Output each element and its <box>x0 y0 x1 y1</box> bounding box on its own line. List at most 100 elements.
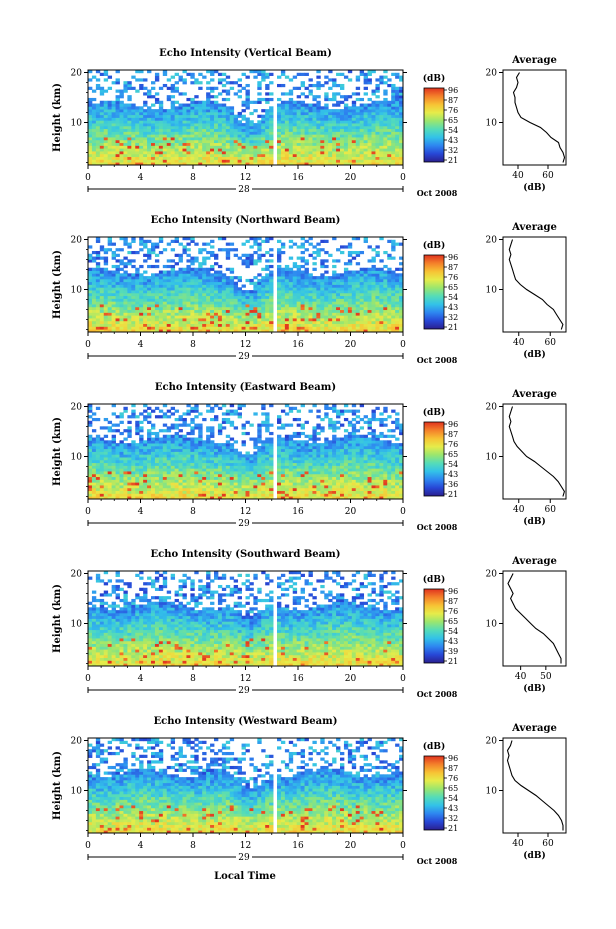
heatmap-cell <box>285 109 289 112</box>
heatmap-cell <box>198 120 202 123</box>
heatmap-cell <box>352 315 356 318</box>
heatmap-cell <box>364 134 368 137</box>
heatmap-cell <box>127 326 131 329</box>
heatmap-cell <box>135 443 139 446</box>
heatmap-cell <box>139 468 143 471</box>
heatmap-cell <box>198 443 202 446</box>
heatmap-cell <box>96 159 100 162</box>
heatmap-cell <box>316 307 320 310</box>
heatmap-cell <box>242 151 246 154</box>
heatmap-cell <box>257 131 261 134</box>
heatmap-cell <box>312 257 316 260</box>
heatmap-cell <box>265 154 269 157</box>
heatmap-cell <box>218 148 222 151</box>
heatmap-cell <box>305 126 309 129</box>
heatmap-cell <box>218 279 222 282</box>
heatmap-cell <box>155 488 159 491</box>
heatmap-cell <box>186 440 190 443</box>
heatmap-cell <box>198 271 202 274</box>
heatmap-cell <box>364 148 368 151</box>
heatmap-cell <box>372 148 376 151</box>
heatmap-cell <box>360 159 364 162</box>
heatmap-cell <box>96 460 100 463</box>
heatmap-cell <box>131 454 135 457</box>
heatmap-cell <box>238 293 242 296</box>
heatmap-cell <box>379 282 383 285</box>
heatmap-cell <box>139 87 143 90</box>
heatmap-cell <box>183 457 187 460</box>
heatmap-cell <box>116 474 120 477</box>
heatmap-cell <box>120 287 124 290</box>
heatmap-cell <box>179 301 183 304</box>
heatmap-cell <box>348 148 352 151</box>
heatmap-cell <box>289 109 293 112</box>
heatmap-cell <box>198 109 202 112</box>
heatmap-cell <box>171 315 175 318</box>
heatmap-cell <box>127 482 131 485</box>
heatmap-cell <box>301 140 305 143</box>
heatmap-cell <box>234 148 238 151</box>
heatmap-cell <box>293 262 297 265</box>
heatmap-cell <box>324 109 328 112</box>
heatmap-cell <box>360 296 364 299</box>
heatmap-cell <box>112 307 116 310</box>
heatmap-cell <box>167 296 171 299</box>
heatmap-cell <box>131 76 135 79</box>
heatmap-cell <box>328 326 332 329</box>
heatmap-cell <box>202 474 206 477</box>
heatmap-cell <box>194 126 198 129</box>
heatmap-cell <box>257 326 261 329</box>
heatmap-cell <box>131 290 135 293</box>
heatmap-cell <box>155 474 159 477</box>
heatmap-cell <box>206 321 210 324</box>
heatmap-cell <box>143 134 147 137</box>
heatmap-cell <box>92 106 96 109</box>
heatmap-cell <box>305 259 309 262</box>
heatmap-cell <box>372 145 376 148</box>
heatmap-cell <box>257 304 261 307</box>
heatmap-cell <box>194 131 198 134</box>
heatmap-cell <box>139 435 143 438</box>
heatmap-cell <box>226 159 230 162</box>
heatmap-cell <box>92 129 96 132</box>
heatmap-cell <box>108 112 112 115</box>
heatmap-cell <box>88 468 92 471</box>
heatmap-cell <box>131 474 135 477</box>
heatmap-cell <box>281 273 285 276</box>
heatmap-cell <box>324 279 328 282</box>
heatmap-cell <box>289 324 293 327</box>
heatmap-cell <box>159 134 163 137</box>
heatmap-cell <box>210 143 214 146</box>
heatmap-cell <box>293 123 297 126</box>
heatmap-cell <box>159 468 163 471</box>
heatmap-cell <box>104 315 108 318</box>
heatmap-cell <box>348 293 352 296</box>
heatmap-cell <box>305 298 309 301</box>
heatmap-cell <box>190 123 194 126</box>
heatmap-cell <box>309 254 313 257</box>
heatmap-cell <box>226 268 230 271</box>
heatmap-cell <box>171 407 175 410</box>
heatmap-cell <box>222 321 226 324</box>
heatmap-cell <box>210 123 214 126</box>
heatmap-cell <box>375 285 379 288</box>
heatmap-cell <box>194 324 198 327</box>
heatmap-cell <box>391 287 395 290</box>
heatmap-cell <box>108 126 112 129</box>
heatmap-cell <box>257 154 261 157</box>
heatmap-cell <box>265 276 269 279</box>
heatmap-cell <box>167 315 171 318</box>
heatmap-cell <box>175 134 179 137</box>
heatmap-cell <box>344 290 348 293</box>
heatmap-cell <box>92 126 96 129</box>
heatmap-cell <box>320 126 324 129</box>
heatmap-cell <box>198 126 202 129</box>
heatmap-cell <box>391 298 395 301</box>
heatmap-cell <box>116 312 120 315</box>
heatmap-cell <box>116 460 120 463</box>
heatmap-cell <box>96 254 100 257</box>
heatmap-cell <box>159 321 163 324</box>
heatmap-cell <box>96 240 100 243</box>
heatmap-cell <box>316 118 320 121</box>
heatmap-cell <box>246 134 250 137</box>
